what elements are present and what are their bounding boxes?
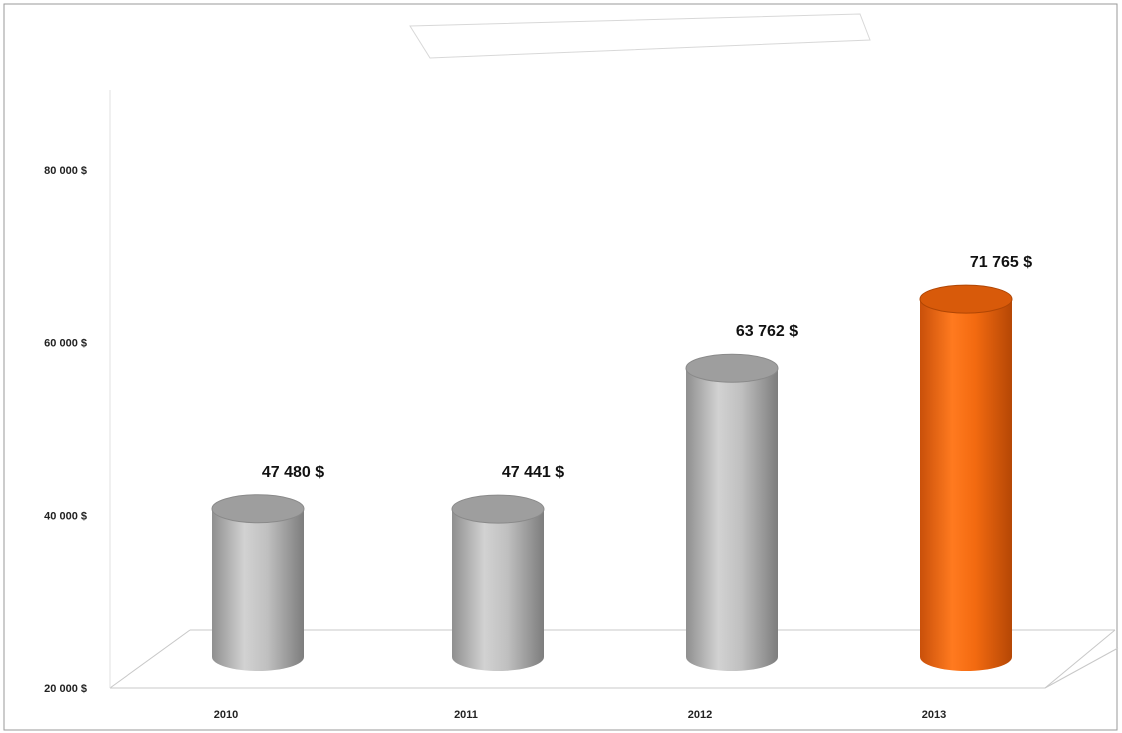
bar-2012: [685, 353, 779, 671]
y-tick-label: 40 000 $: [44, 510, 87, 522]
data-label: 63 762 $: [736, 323, 798, 340]
bar-top-cap: [685, 353, 779, 383]
floor-right-edge: [1044, 629, 1116, 689]
bar-body: [686, 368, 778, 671]
blank-title-area: [409, 13, 871, 59]
chart-floor: [109, 90, 1119, 689]
data-labels-group: 47 480 $ 47 441 $ 63 762 $ 71 765 $: [262, 254, 1032, 481]
y-tick-label: 80 000 $: [44, 165, 87, 177]
bar-2013: [919, 284, 1013, 671]
bar-2010: [211, 494, 305, 671]
y-axis-ticks: 20 000 $ 40 000 $ 60 000 $ 80 000 $: [44, 165, 87, 695]
x-tick-label: 2011: [454, 709, 478, 721]
floor-right-extension: [1044, 647, 1119, 689]
data-label: 71 765 $: [970, 254, 1032, 271]
bar-body: [920, 299, 1012, 671]
bar-top-cap: [451, 494, 545, 524]
bar-top-cap: [211, 494, 305, 524]
bar-2011: [451, 494, 545, 671]
x-tick-label: 2012: [688, 709, 712, 721]
data-label: 47 480 $: [262, 464, 324, 481]
y-tick-label: 60 000 $: [44, 338, 87, 350]
data-label: 47 441 $: [502, 464, 564, 481]
floor-left-edge: [109, 629, 191, 689]
x-tick-label: 2013: [922, 709, 946, 721]
bar-body: [452, 509, 544, 671]
x-axis-ticks: 2010 2011 2012 2013: [214, 709, 946, 721]
bars-group: [211, 284, 1013, 671]
x-tick-label: 2010: [214, 709, 238, 721]
bar-top-cap: [919, 284, 1013, 314]
bar-body: [212, 508, 304, 671]
y-tick-label: 20 000 $: [44, 683, 87, 695]
